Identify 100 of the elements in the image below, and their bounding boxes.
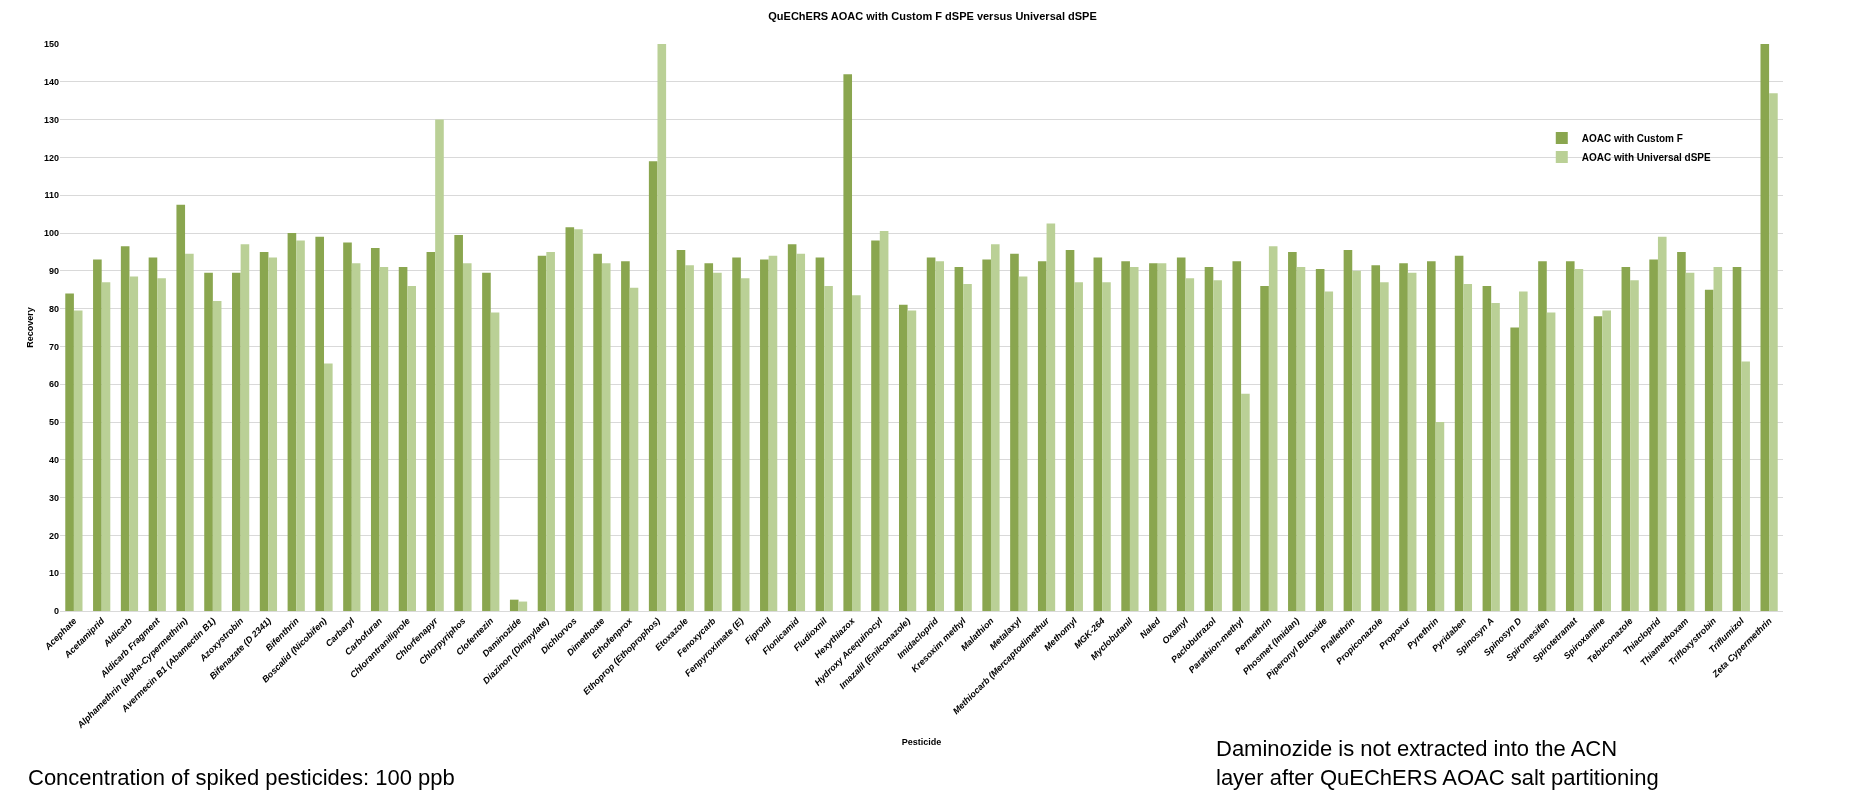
bar <box>204 272 213 611</box>
bar <box>1713 267 1723 611</box>
bar <box>509 599 519 611</box>
bar <box>1268 246 1278 611</box>
bar <box>120 246 130 611</box>
bar <box>1093 257 1103 611</box>
bar <box>935 261 945 611</box>
bar <box>1010 253 1019 611</box>
bar <box>462 263 472 611</box>
bar <box>574 229 583 611</box>
bar <box>1435 422 1445 611</box>
y-tick-label: 20 <box>48 530 59 541</box>
y-axis-title: Recovery <box>25 307 36 348</box>
bar <box>157 278 166 611</box>
bar <box>426 251 436 611</box>
bar <box>93 259 102 611</box>
bar <box>648 161 658 611</box>
bar <box>1343 250 1353 611</box>
bar <box>1657 236 1667 611</box>
bar <box>212 301 222 611</box>
bar <box>1463 284 1473 611</box>
bar <box>343 242 352 611</box>
bar <box>1352 270 1361 611</box>
bar <box>1241 393 1250 611</box>
legend-label: AOAC with Custom F <box>1581 132 1683 144</box>
bar <box>1685 272 1695 611</box>
bar <box>490 312 500 611</box>
y-tick-label: 60 <box>48 379 59 390</box>
bar <box>601 263 611 611</box>
bar <box>1593 316 1603 611</box>
bar <box>685 265 694 611</box>
bar <box>1065 250 1075 611</box>
bar <box>1574 268 1584 611</box>
bar <box>593 253 602 611</box>
bar <box>1296 267 1306 611</box>
bar <box>1371 265 1381 611</box>
y-tick-label: 150 <box>43 39 59 50</box>
bar <box>1037 261 1047 611</box>
x-axis-title: Pesticide <box>901 736 942 747</box>
bar <box>1121 261 1130 611</box>
y-tick-label: 90 <box>48 265 59 276</box>
bar <box>732 257 741 611</box>
bar <box>879 231 889 611</box>
bar <box>1102 282 1111 611</box>
bar <box>1741 361 1750 611</box>
y-tick-label: 0 <box>53 606 59 617</box>
bar <box>1510 327 1519 611</box>
bar <box>370 248 380 611</box>
y-tick-label: 30 <box>48 492 59 503</box>
y-tick-label: 100 <box>43 228 59 239</box>
y-tick-label: 70 <box>48 341 59 352</box>
bar <box>1018 276 1028 611</box>
text: Concentration of spiked pesticides: 100 ppb <box>28 765 455 790</box>
bar <box>926 257 936 611</box>
bar <box>1677 251 1686 611</box>
bar <box>843 74 853 611</box>
bar <box>1704 289 1714 611</box>
bar <box>268 257 278 611</box>
bar <box>1427 261 1436 611</box>
bar <box>621 261 630 611</box>
bar <box>1602 310 1611 611</box>
bar <box>1185 278 1195 611</box>
y-tick-label: 110 <box>44 190 59 201</box>
text: Daminozide is not extracted into the ACN layer after QuEChERS AOAC salt partitioning <box>1216 736 1659 790</box>
bar <box>1482 285 1492 611</box>
bar <box>185 253 194 611</box>
y-tick-label: 10 <box>48 568 59 579</box>
bar <box>398 267 408 611</box>
bar <box>176 204 186 611</box>
legend-label: AOAC with Universal dSPE <box>1581 151 1712 163</box>
bar <box>287 233 297 611</box>
bar <box>435 119 444 611</box>
bar <box>1380 282 1389 611</box>
bar <box>760 259 769 611</box>
chart-title: QuEChERS AOAC with Custom F dSPE versus Universal dSPE <box>768 9 1097 22</box>
bar <box>1538 261 1547 611</box>
bar <box>824 285 833 611</box>
bar <box>315 236 325 611</box>
bar <box>704 263 714 611</box>
y-tick-label: 130 <box>43 114 59 125</box>
bar <box>1732 267 1742 611</box>
bar <box>1288 251 1297 611</box>
bar <box>1546 312 1556 611</box>
y-tick-label: 40 <box>48 454 59 465</box>
bar <box>768 255 778 611</box>
bar <box>1213 280 1222 611</box>
bar <box>148 257 158 611</box>
y-tick-label: 50 <box>48 417 59 428</box>
bar <box>1649 259 1658 611</box>
bar <box>871 240 880 611</box>
bar <box>676 250 686 611</box>
bar <box>537 255 547 611</box>
bar <box>454 234 463 611</box>
bar <box>982 259 991 611</box>
bar <box>1565 261 1575 611</box>
bar <box>351 263 361 611</box>
bar <box>1454 255 1464 611</box>
bar <box>1157 263 1167 611</box>
bar <box>1176 257 1186 611</box>
bar <box>898 304 908 611</box>
